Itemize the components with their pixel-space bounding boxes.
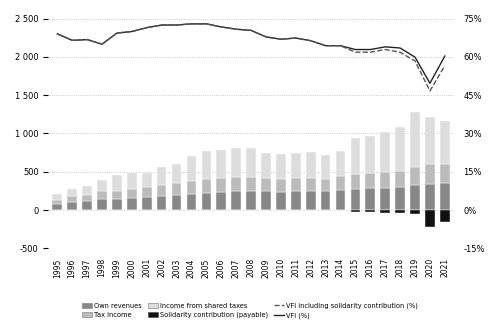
- Bar: [320, 191, 330, 210]
- Bar: [366, 173, 375, 188]
- Bar: [202, 179, 211, 193]
- Bar: [186, 194, 196, 210]
- Bar: [246, 177, 256, 191]
- Bar: [440, 164, 450, 183]
- Bar: [306, 191, 316, 210]
- Bar: [157, 167, 166, 185]
- Bar: [261, 178, 271, 191]
- Bar: [425, 210, 435, 227]
- Bar: [127, 198, 136, 210]
- Bar: [291, 153, 300, 178]
- Bar: [396, 127, 405, 171]
- Bar: [52, 194, 62, 200]
- Bar: [336, 151, 345, 176]
- Bar: [276, 154, 285, 179]
- Bar: [410, 185, 420, 210]
- Bar: [320, 155, 330, 179]
- Bar: [127, 173, 136, 189]
- Bar: [306, 177, 316, 191]
- Bar: [216, 192, 226, 210]
- Bar: [142, 197, 152, 210]
- Bar: [366, 210, 375, 212]
- Bar: [425, 164, 435, 184]
- Bar: [232, 177, 241, 191]
- Bar: [276, 192, 285, 210]
- Bar: [157, 185, 166, 196]
- Bar: [172, 164, 181, 183]
- Bar: [440, 121, 450, 164]
- Bar: [172, 195, 181, 210]
- Bar: [350, 138, 360, 174]
- Bar: [142, 173, 152, 188]
- Bar: [202, 151, 211, 179]
- Bar: [52, 204, 62, 210]
- Bar: [68, 202, 77, 210]
- Bar: [425, 117, 435, 164]
- Bar: [366, 136, 375, 173]
- Legend: Own revenues, Tax income, Income from shared taxes, Solidarity contribution (pay: Own revenues, Tax income, Income from sh…: [79, 300, 421, 322]
- Bar: [440, 210, 450, 222]
- Bar: [366, 188, 375, 210]
- Bar: [112, 175, 122, 190]
- Bar: [440, 183, 450, 210]
- Bar: [396, 188, 405, 210]
- Bar: [380, 172, 390, 188]
- Bar: [306, 152, 316, 177]
- Bar: [396, 210, 405, 213]
- Bar: [380, 210, 390, 213]
- Bar: [186, 181, 196, 194]
- Bar: [396, 171, 405, 188]
- Bar: [350, 174, 360, 188]
- Bar: [350, 188, 360, 210]
- Bar: [410, 111, 420, 167]
- Bar: [97, 191, 107, 199]
- Bar: [112, 199, 122, 210]
- Bar: [157, 196, 166, 210]
- Bar: [261, 191, 271, 210]
- Bar: [336, 190, 345, 210]
- Bar: [380, 188, 390, 210]
- Bar: [172, 183, 181, 195]
- Bar: [97, 180, 107, 191]
- Bar: [410, 210, 420, 214]
- Bar: [112, 190, 122, 199]
- Bar: [380, 132, 390, 172]
- Bar: [350, 210, 360, 212]
- Bar: [186, 156, 196, 181]
- Bar: [246, 148, 256, 177]
- Bar: [232, 149, 241, 177]
- Bar: [97, 199, 107, 210]
- Bar: [232, 191, 241, 210]
- Bar: [320, 179, 330, 191]
- Bar: [291, 191, 300, 210]
- Bar: [291, 178, 300, 191]
- Bar: [52, 200, 62, 204]
- Bar: [82, 186, 92, 195]
- Bar: [82, 195, 92, 201]
- Bar: [82, 201, 92, 210]
- Bar: [127, 189, 136, 198]
- Bar: [68, 189, 77, 196]
- Bar: [276, 179, 285, 192]
- Bar: [216, 150, 226, 178]
- Bar: [425, 184, 435, 210]
- Bar: [246, 191, 256, 210]
- Bar: [336, 176, 345, 190]
- Bar: [261, 153, 271, 178]
- Bar: [216, 178, 226, 192]
- Bar: [68, 196, 77, 202]
- Bar: [410, 167, 420, 185]
- Bar: [202, 193, 211, 210]
- Bar: [142, 188, 152, 197]
